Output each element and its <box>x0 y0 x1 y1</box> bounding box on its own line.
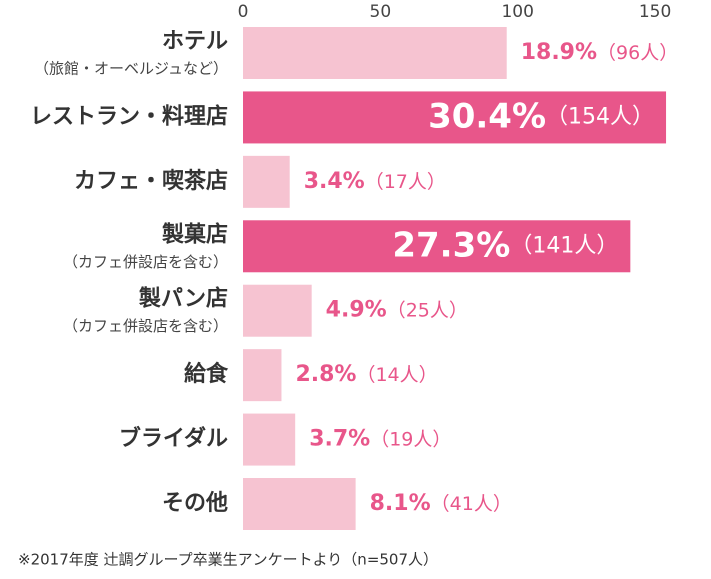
bar <box>243 155 290 208</box>
data-label: 18.9%（96人） <box>521 40 679 65</box>
category-note: （カフェ併設店を含む） <box>63 253 228 271</box>
x-tick-label: 100 <box>501 2 533 22</box>
y-tick-label: 製菓店 <box>161 221 228 247</box>
category-note: （カフェ併設店を含む） <box>63 317 228 335</box>
share-label: 30.4% <box>428 96 546 136</box>
count-label: （141人） <box>510 233 618 258</box>
bar <box>243 349 282 402</box>
data-label: 30.4%（154人） <box>428 96 654 136</box>
bar <box>243 284 312 337</box>
share-label: 3.7% <box>309 427 370 452</box>
count-label: （25人） <box>387 299 468 321</box>
data-label: 4.9%（25人） <box>326 298 468 323</box>
y-tick-label: レストラン・料理店 <box>30 104 228 129</box>
share-label: 18.9% <box>521 40 597 65</box>
share-label: 2.8% <box>295 362 356 387</box>
y-tick-label: その他 <box>162 491 228 516</box>
bar <box>243 91 667 144</box>
data-label: 3.7%（19人） <box>309 427 451 452</box>
data-label: 8.1%（41人） <box>370 491 512 516</box>
data-label: 2.8%（14人） <box>295 362 437 387</box>
share-label: 8.1% <box>370 491 431 516</box>
x-tick-label: 0 <box>238 2 249 22</box>
x-tick-label: 150 <box>639 2 671 22</box>
y-tick-label: ホテル <box>162 29 228 54</box>
bar <box>243 413 296 466</box>
y-tick-label: 給食 <box>184 361 229 387</box>
count-label: （96人） <box>597 42 678 64</box>
data-label: 3.4%（17人） <box>304 169 446 194</box>
data-label: 27.3%（141人） <box>392 225 618 265</box>
count-label: （14人） <box>356 364 437 386</box>
share-label: 27.3% <box>392 225 510 265</box>
share-label: 3.4% <box>304 169 365 194</box>
count-label: （154人） <box>546 104 654 129</box>
category-note: （旅館・オーベルジュなど） <box>34 60 228 78</box>
footnote: ※2017年度 辻調グループ卒業生アンケートより（n=507人） <box>18 551 438 569</box>
y-tick-label: カフェ・喫茶店 <box>74 168 228 194</box>
bar <box>243 27 507 79</box>
bar <box>243 220 631 273</box>
count-label: （17人） <box>365 170 446 192</box>
bar <box>243 478 356 530</box>
y-tick-label: 製パン店 <box>138 286 228 312</box>
count-label: （19人） <box>370 428 451 450</box>
x-tick-label: 50 <box>370 2 392 22</box>
y-tick-label: ブライダル <box>119 426 228 452</box>
share-label: 4.9% <box>326 298 387 323</box>
count-label: （41人） <box>431 493 512 515</box>
